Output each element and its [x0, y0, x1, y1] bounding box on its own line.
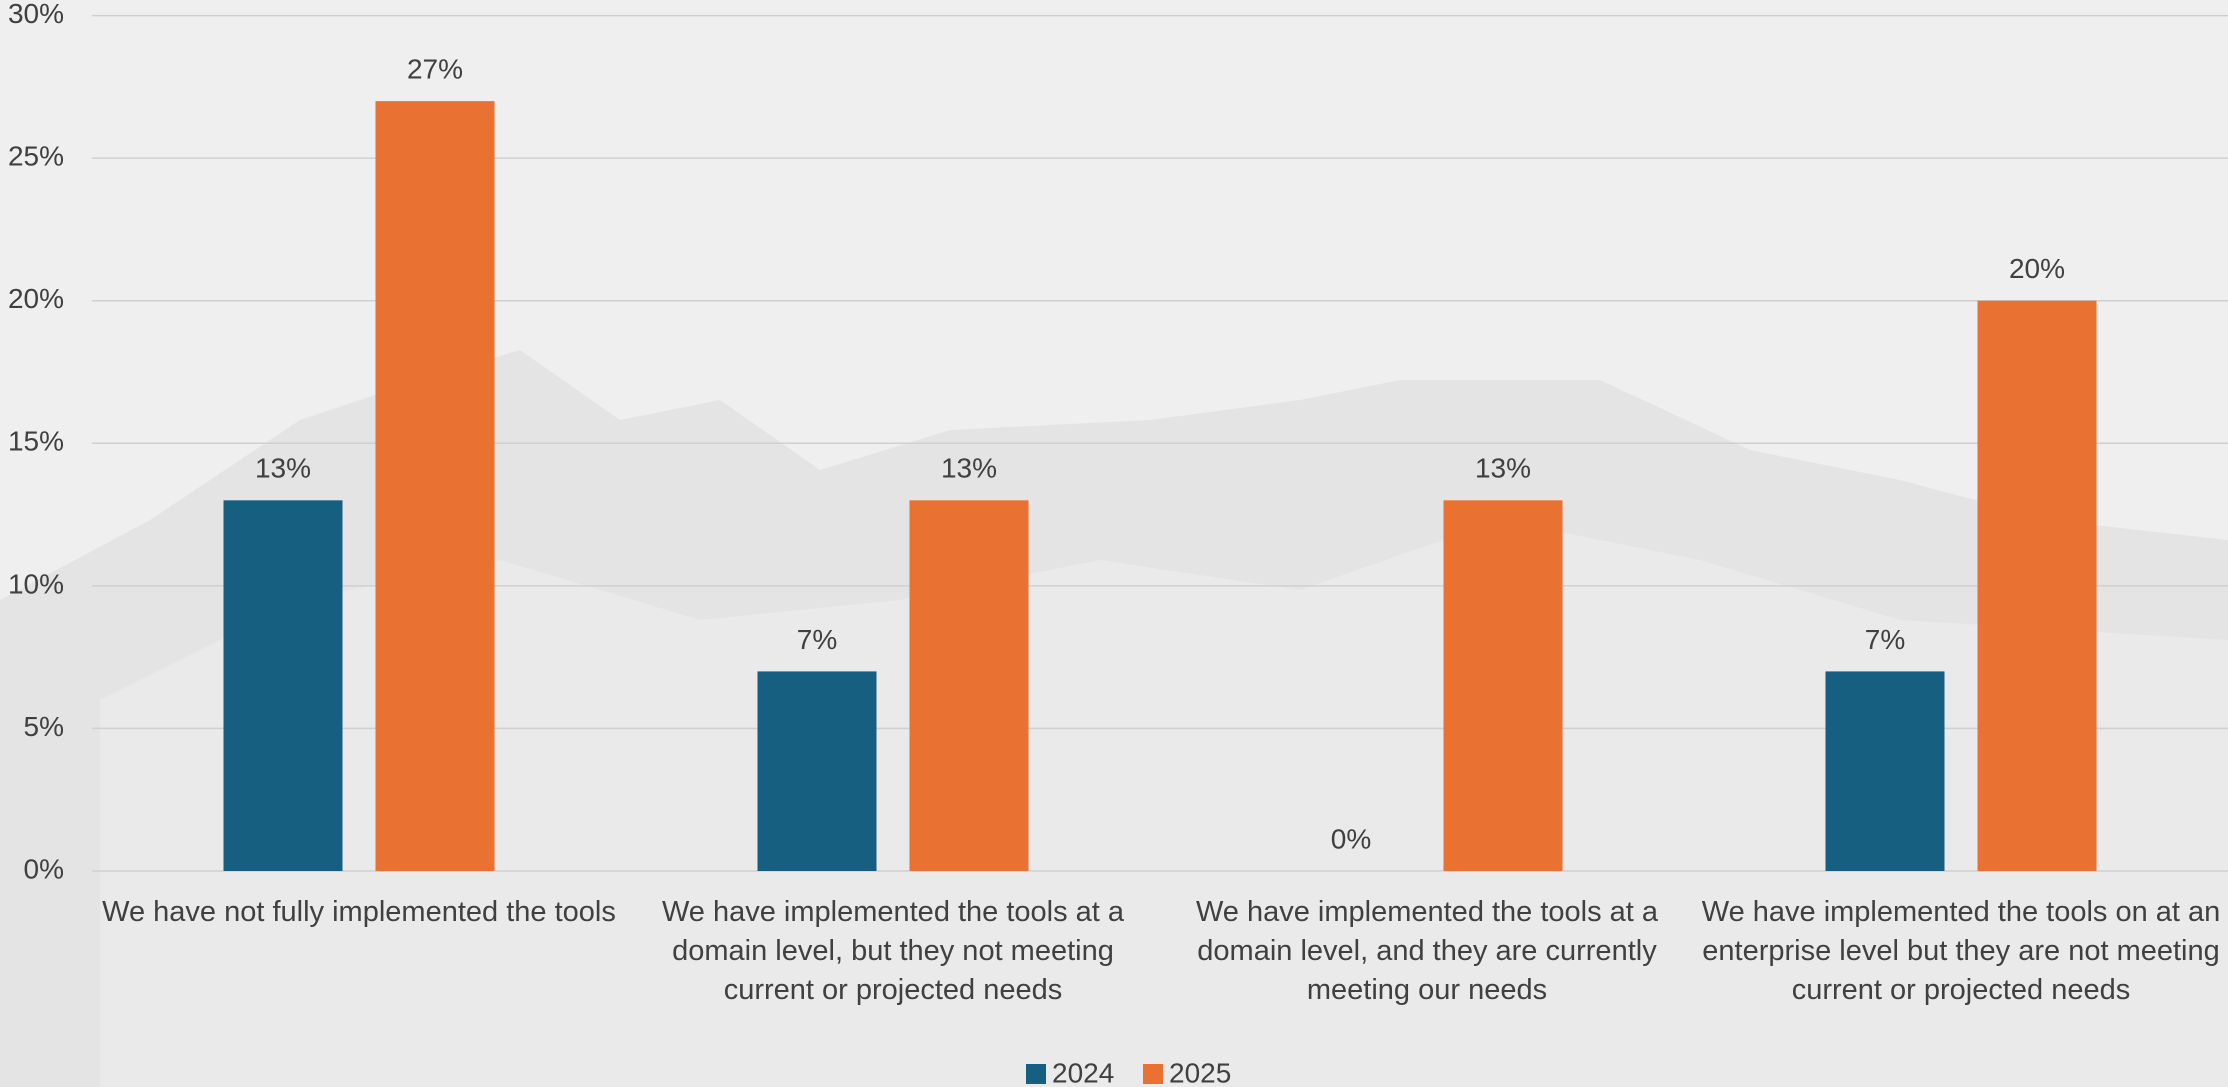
bar [757, 671, 877, 871]
y-tick-label: 5% [24, 711, 64, 742]
bar [909, 500, 1029, 871]
x-tick-label: We have not fully implemented the tools [102, 896, 616, 928]
legend-swatch [1143, 1064, 1163, 1084]
bar [223, 500, 343, 871]
y-tick-label: 30% [8, 0, 64, 29]
value-label: 13% [255, 453, 311, 484]
y-tick-label: 15% [8, 426, 64, 457]
bar [1977, 300, 2097, 871]
legend-swatch [1026, 1064, 1046, 1084]
bar [375, 101, 495, 871]
value-label: 0% [1331, 823, 1371, 854]
y-tick-label: 10% [8, 568, 64, 599]
value-label: 27% [407, 54, 463, 85]
x-tick-label: We have implemented the tools at a domai… [1195, 896, 1659, 1006]
bar [1443, 500, 1563, 871]
value-label: 13% [941, 453, 997, 484]
x-tick-label: We have implemented the tools at a domai… [661, 896, 1125, 1006]
value-label: 13% [1475, 453, 1531, 484]
y-tick-label: 25% [8, 141, 64, 172]
x-tick-label: We have implemented the tools on at an e… [1701, 896, 2221, 1006]
value-label: 20% [2009, 253, 2065, 284]
value-label: 7% [1865, 624, 1905, 655]
background-mountain [100, 520, 2228, 1087]
bar [1825, 671, 1945, 871]
y-tick-label: 20% [8, 283, 64, 314]
value-label: 7% [797, 624, 837, 655]
y-tick-label: 0% [24, 853, 64, 884]
legend-label: 2024 [1052, 1057, 1114, 1087]
legend-label: 2025 [1169, 1057, 1231, 1087]
